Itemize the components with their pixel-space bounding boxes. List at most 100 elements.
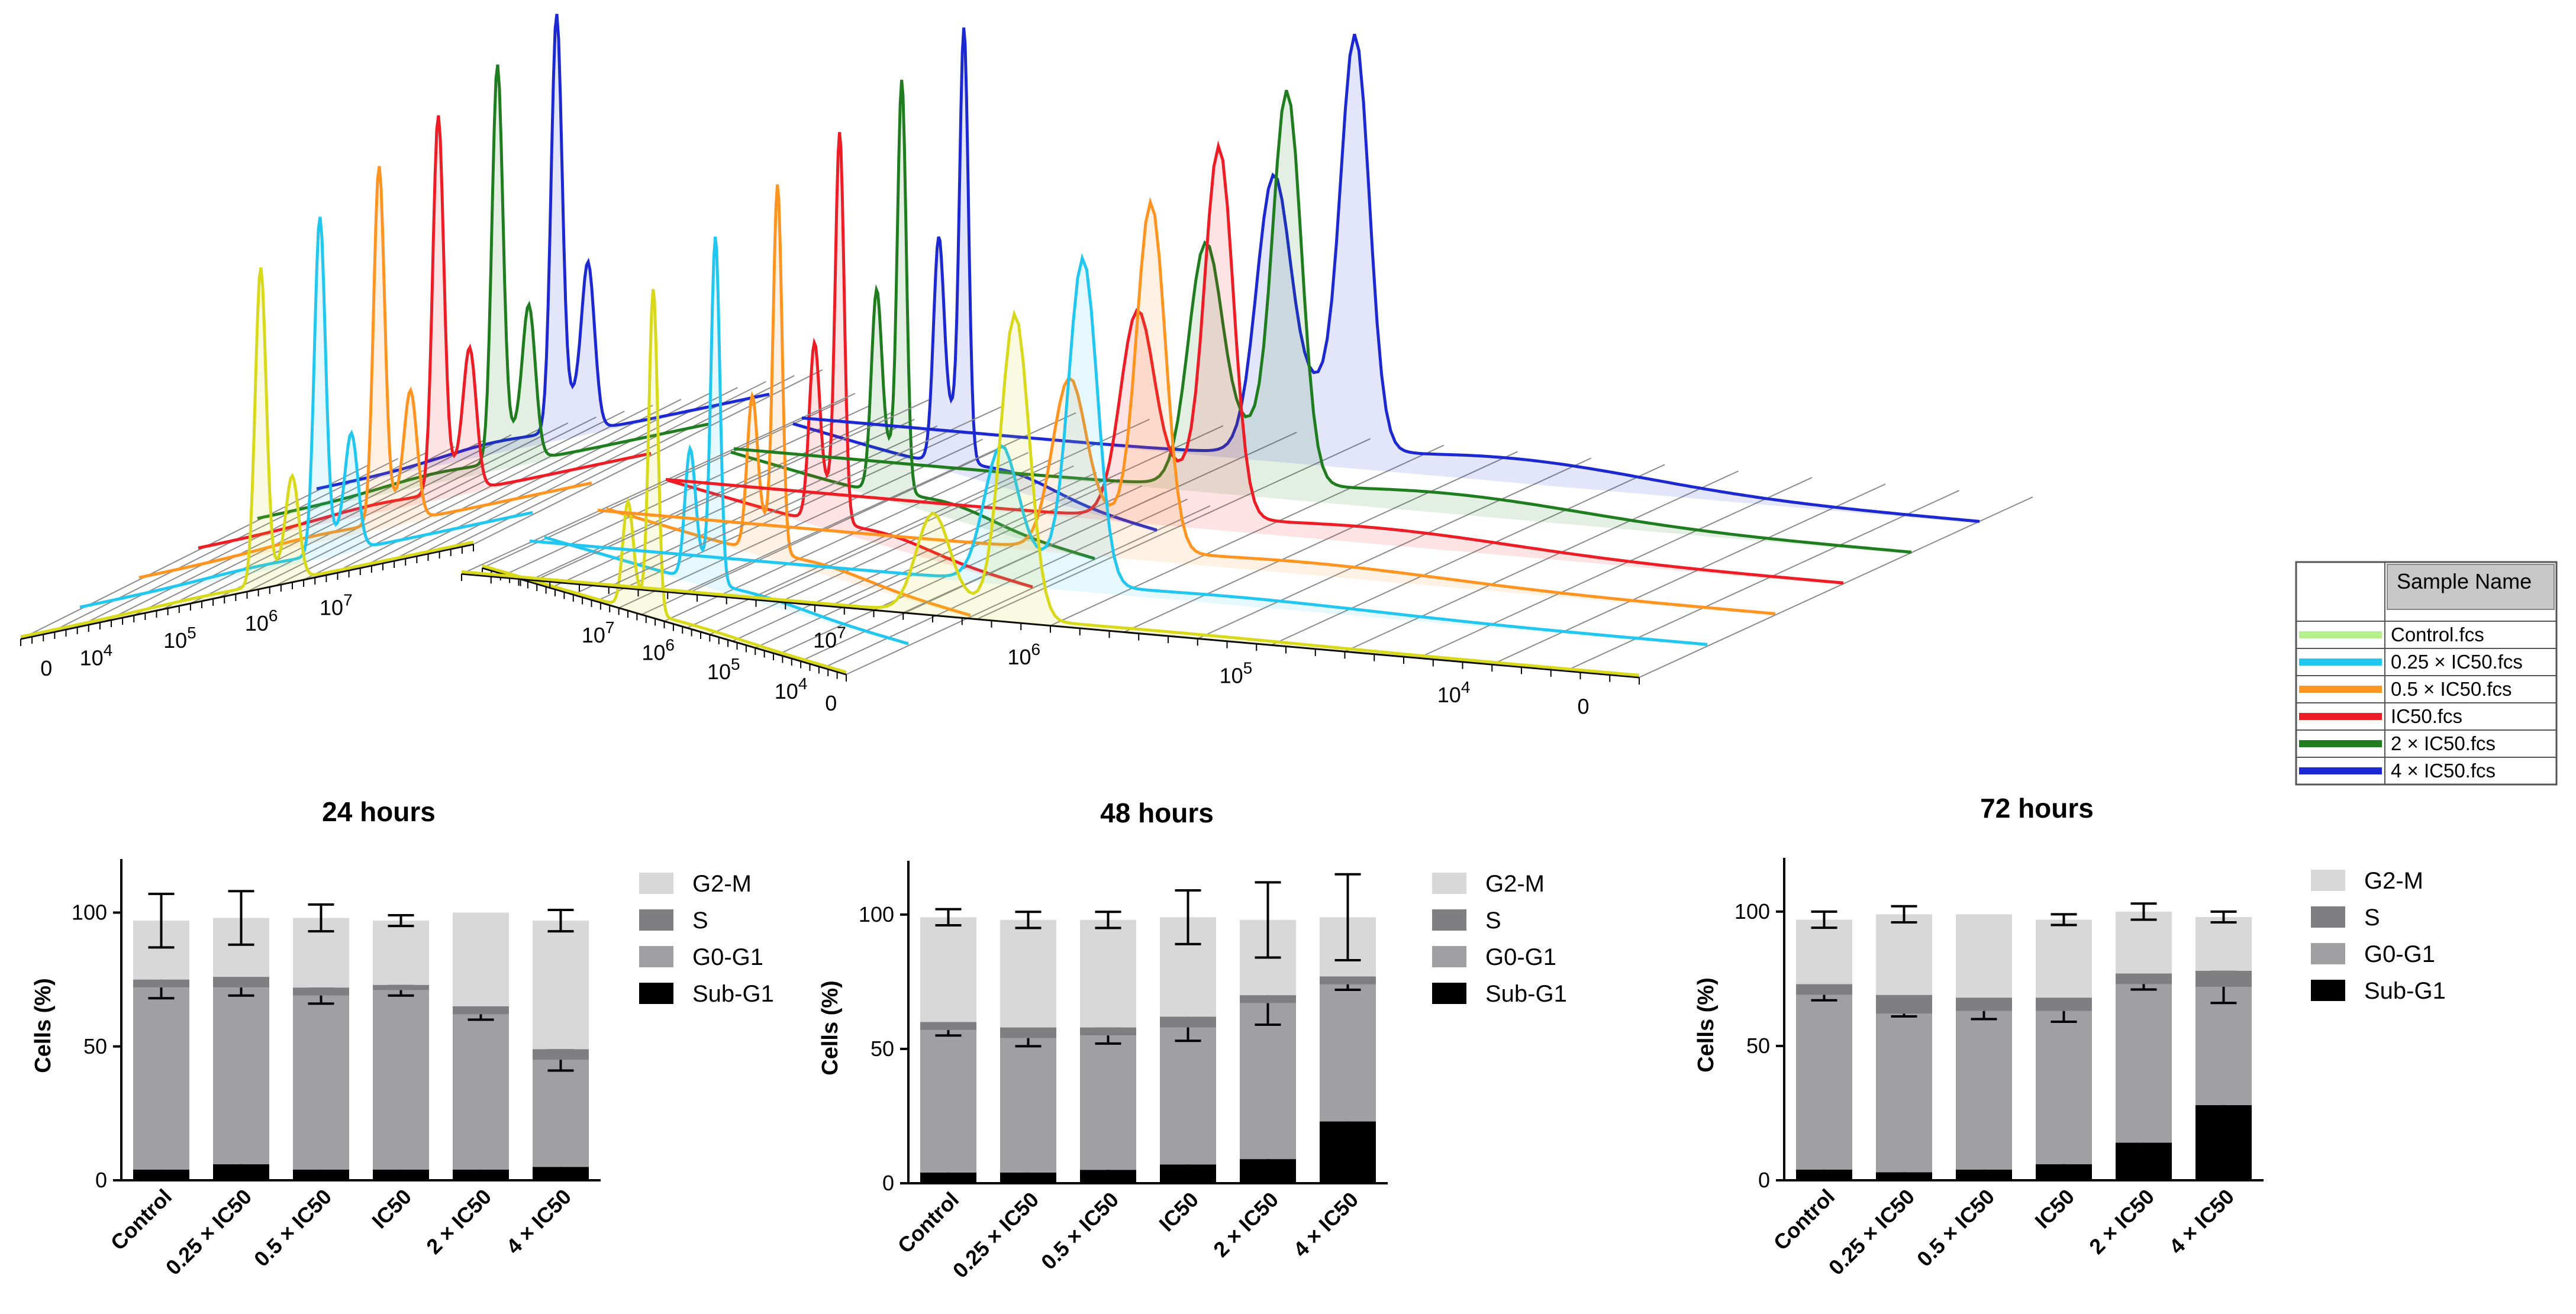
bar-segment-sub-g1 bbox=[133, 1169, 189, 1180]
sample-label-3: 0.5 × IC50.fcs bbox=[2391, 678, 2512, 700]
legend-label-g2-m: G2-M bbox=[1485, 871, 1545, 897]
bar-segment-s bbox=[373, 984, 429, 990]
bar-category-label: Control bbox=[106, 1184, 176, 1255]
histogram-curve-3 bbox=[138, 166, 592, 579]
histogram-curve-4 bbox=[198, 115, 652, 550]
depth-grid-line bbox=[709, 465, 1074, 635]
bar-segment-g0-g1 bbox=[533, 1060, 589, 1167]
sample-table-header-cell bbox=[2387, 564, 2555, 610]
bar-y-tick-label: 50 bbox=[871, 1037, 894, 1061]
legend-swatch-g2-m bbox=[639, 873, 673, 894]
bar-segment-g2-m bbox=[453, 912, 509, 1006]
bar-segment-g0-g1 bbox=[1000, 1038, 1056, 1173]
histogram-x-tick-label: 106 bbox=[1007, 640, 1040, 669]
depth-grid-line bbox=[49, 458, 399, 634]
depth-grid-line bbox=[1565, 490, 1960, 671]
bar-segment-s bbox=[533, 1049, 589, 1060]
depth-grid-line bbox=[846, 505, 1211, 675]
bar-segment-sub-g1 bbox=[533, 1167, 589, 1180]
histogram-curve-2 bbox=[544, 236, 909, 645]
legend-swatch-g0-g1 bbox=[1432, 946, 1466, 967]
depth-grid-line bbox=[360, 393, 710, 569]
histogram-x-tick-label: 0 bbox=[40, 656, 52, 680]
histogram-curve-4 bbox=[668, 132, 1033, 589]
histogram-x-tick-label: 107 bbox=[582, 618, 615, 647]
legend-label-g0-g1: G0-G1 bbox=[692, 944, 763, 970]
bar-segment-s bbox=[2195, 970, 2252, 987]
depth-grid-line bbox=[1639, 496, 2033, 678]
histogram-panels: 0 104 105 106 107 0 104 105 106 107 0 104 105 106 107 bbox=[20, 14, 2033, 718]
bar-category-label: 4 × IC50 bbox=[2164, 1184, 2239, 1259]
depth-grid-line bbox=[618, 438, 984, 609]
legend-label-g0-g1: G0-G1 bbox=[1485, 944, 1556, 970]
bar-segment-g0-g1 bbox=[1320, 984, 1376, 1122]
bar-category-label: Control bbox=[893, 1187, 963, 1258]
legend-label-sub-g1: Sub-G1 bbox=[2364, 978, 2446, 1004]
bar-y-tick-label: 0 bbox=[1758, 1168, 1770, 1192]
bar-segment-g0-g1 bbox=[133, 987, 189, 1170]
bar-y-axis-label: Cells (%) bbox=[818, 980, 843, 1075]
histogram-curve-5 bbox=[730, 79, 1095, 560]
bar-segment-g2-m bbox=[2116, 911, 2172, 974]
bar-segment-g2-m bbox=[920, 917, 976, 1022]
depth-grid-line bbox=[388, 387, 739, 563]
histogram-x-tick-label: 0 bbox=[1577, 694, 1589, 718]
legend-label-sub-g1: Sub-G1 bbox=[1485, 981, 1567, 1007]
histogram-x-tick-label: 106 bbox=[641, 636, 675, 665]
depth-grid-line bbox=[756, 418, 1150, 600]
histogram-x-tick-label: 104 bbox=[1437, 678, 1471, 707]
bar-category-label: 0.5 × IC50 bbox=[249, 1184, 336, 1271]
bar-y-tick-label: 50 bbox=[83, 1034, 107, 1058]
bar-segment-s bbox=[920, 1022, 976, 1031]
histogram-titles: 24 hours 48 hours 72 hours bbox=[322, 793, 2094, 828]
bar-segment-s bbox=[213, 977, 269, 988]
bar-segment-g2-m bbox=[1796, 919, 1852, 984]
sample-label-5: 2 × IC50.fcs bbox=[2391, 732, 2496, 754]
bar-segment-sub-g1 bbox=[1080, 1170, 1136, 1183]
legend-swatch-g0-g1 bbox=[2311, 943, 2345, 964]
depth-grid-line bbox=[444, 375, 795, 551]
histogram-x-tick-label: 104 bbox=[80, 641, 113, 670]
bar-category-label: 0.25 × IC50 bbox=[161, 1184, 256, 1280]
bar-segment-g0-g1 bbox=[2116, 984, 2172, 1143]
depth-grid-line bbox=[829, 425, 1224, 607]
depth-grid-line bbox=[1418, 477, 1813, 659]
depth-grid-line bbox=[755, 479, 1120, 648]
depth-grid-line bbox=[608, 405, 1003, 587]
sample-label-4: IC50.fcs bbox=[2391, 705, 2462, 727]
legend-label-sub-g1: Sub-G1 bbox=[692, 981, 774, 1007]
depth-grid-line bbox=[303, 405, 653, 580]
bar-segment-g2-m bbox=[2195, 916, 2252, 971]
legend-swatch-sub-g1 bbox=[2311, 980, 2345, 1001]
depth-grid-line bbox=[20, 464, 370, 640]
histogram-x-tick-label: 107 bbox=[813, 623, 846, 652]
depth-grid-line bbox=[902, 431, 1297, 614]
bar-segment-sub-g1 bbox=[1876, 1172, 1932, 1180]
bar-segment-s bbox=[1240, 995, 1296, 1003]
sample-name-table: Sample Name Control.fcs 0.25 × IC50.fcs 0.5… bbox=[2295, 561, 2558, 786]
depth-grid-line bbox=[682, 412, 1076, 594]
histogram-x-tick-label: 104 bbox=[775, 674, 808, 703]
bar-category-label: IC50 bbox=[1154, 1187, 1203, 1236]
histogram-curve-4 bbox=[665, 140, 1844, 585]
bar-segment-s bbox=[1160, 1016, 1216, 1028]
bar-segment-s bbox=[2116, 973, 2172, 984]
histogram-panel-1: 0 104 105 106 107 bbox=[20, 14, 823, 680]
histogram-x-tick-label: 105 bbox=[1220, 659, 1253, 688]
histogram-curve-2 bbox=[79, 217, 533, 609]
depth-grid-line bbox=[595, 432, 960, 602]
bar-category-label: Control bbox=[1769, 1184, 1839, 1255]
histogram-curve-6 bbox=[801, 34, 1980, 523]
bar-category-label: 0.25 × IC50 bbox=[1824, 1184, 1919, 1280]
bar-segment-s bbox=[1796, 984, 1852, 995]
depth-grid-line bbox=[664, 452, 1029, 622]
bar-segment-g0-g1 bbox=[1160, 1027, 1216, 1165]
depth-grid-line bbox=[550, 418, 915, 589]
histogram-x-tick-label: 107 bbox=[320, 591, 353, 620]
legend-swatch-s bbox=[1432, 909, 1466, 931]
bar-segment-g0-g1 bbox=[1796, 995, 1852, 1170]
legend-label-g2-m: G2-M bbox=[692, 871, 752, 897]
